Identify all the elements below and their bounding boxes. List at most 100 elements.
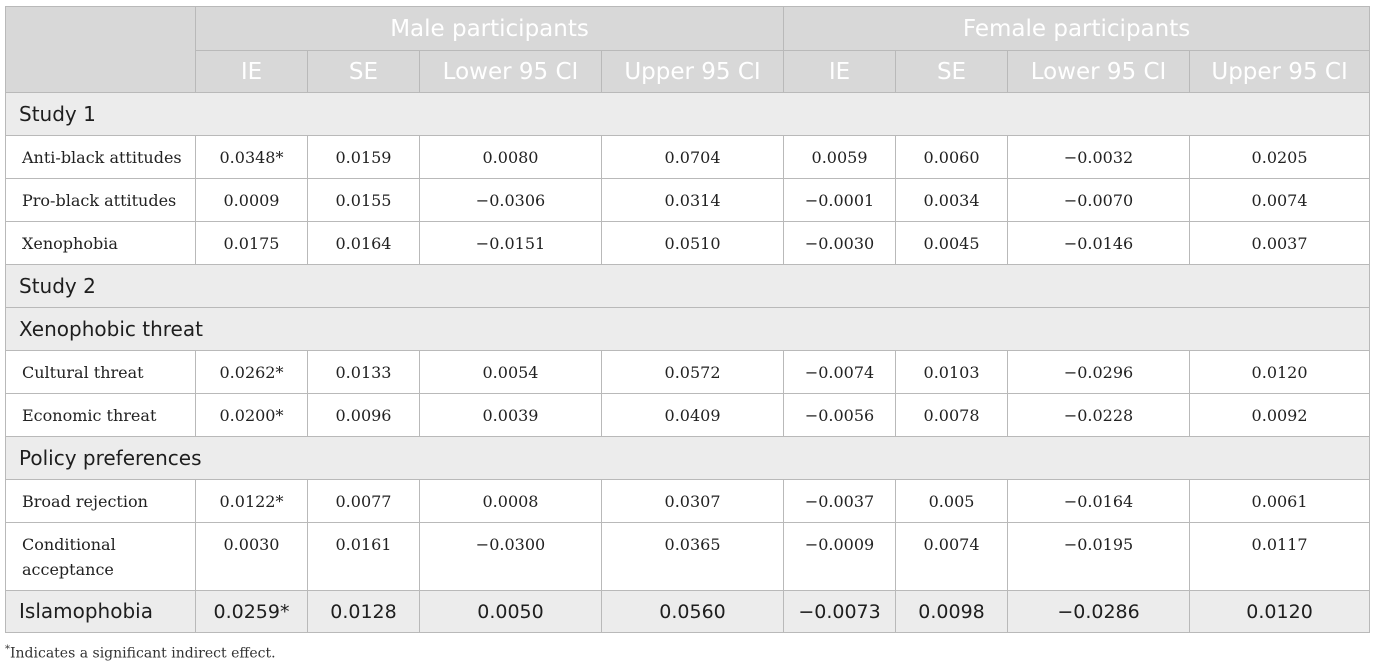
cell-male-ie: 0.0175 [195, 221, 308, 265]
section-study-1: Study 1 [4, 92, 1371, 136]
section-xenophobic-threat: Xenophobic threat [4, 307, 1371, 351]
cell-male-lower-ci: 0.0039 [419, 393, 602, 437]
cell-female-lower-ci: −0.0296 [1007, 350, 1191, 394]
cell-male-lower-ci: 0.0008 [419, 479, 602, 523]
cell-female-ie: −0.0056 [783, 393, 897, 437]
cell-female-ie: −0.0037 [783, 479, 897, 523]
cell-female-lower-ci: −0.0146 [1007, 221, 1191, 265]
cell-male-lower-ci: −0.0306 [419, 178, 602, 222]
cell-male-ie: 0.0009 [195, 178, 308, 222]
cell-male-upper-ci: 0.0572 [600, 350, 785, 394]
footnote-marker: * [5, 644, 10, 655]
col-header-male-ie: IE [195, 50, 308, 93]
cell-female-se: 0.005 [895, 479, 1009, 523]
cell-female-upper-ci: 0.0117 [1189, 522, 1371, 591]
cell-female-se: 0.0103 [895, 350, 1009, 394]
col-header-male-upper-ci: Upper 95 CI [600, 50, 785, 93]
cell-female-upper-ci: 0.0092 [1189, 393, 1371, 437]
cell-male-lower-ci: 0.0050 [419, 590, 602, 633]
results-table: Male participants Female participants IE… [4, 6, 1371, 633]
cell-female-lower-ci: −0.0228 [1007, 393, 1191, 437]
cell-female-upper-ci: 0.0061 [1189, 479, 1371, 523]
cell-female-upper-ci: 0.0037 [1189, 221, 1371, 265]
table-row: Broad rejection 0.0122* 0.0077 0.0008 0.… [5, 479, 1371, 523]
cell-female-upper-ci: 0.0120 [1189, 590, 1371, 633]
cell-female-lower-ci: −0.0164 [1007, 479, 1191, 523]
section-row: Study 2 [4, 264, 1371, 308]
cell-female-ie: −0.0030 [783, 221, 897, 265]
section-row: Policy preferences [4, 436, 1371, 480]
cell-female-upper-ci: 0.0205 [1189, 135, 1371, 179]
table-row: Islamophobia 0.0259* 0.0128 0.0050 0.056… [5, 590, 1371, 633]
table-row: Xenophobia 0.0175 0.0164 −0.0151 0.0510 … [5, 221, 1371, 265]
row-label: Economic threat [5, 393, 196, 437]
cell-female-se: 0.0078 [895, 393, 1009, 437]
cell-male-ie: 0.0262* [195, 350, 308, 394]
cell-female-lower-ci: −0.0032 [1007, 135, 1191, 179]
cell-female-lower-ci: −0.0070 [1007, 178, 1191, 222]
row-label: Conditional acceptance [5, 522, 196, 591]
table-row: Pro-black attitudes 0.0009 0.0155 −0.030… [5, 178, 1371, 222]
section-row: Study 1 [4, 92, 1371, 136]
cell-male-ie: 0.0122* [195, 479, 308, 523]
cell-male-upper-ci: 0.0314 [600, 178, 785, 222]
cell-male-lower-ci: −0.0300 [419, 522, 602, 591]
cell-male-se: 0.0161 [307, 522, 420, 591]
col-header-male-lower-ci: Lower 95 CI [419, 50, 602, 93]
cell-male-upper-ci: 0.0704 [600, 135, 785, 179]
cell-female-se: 0.0098 [895, 590, 1009, 633]
row-label: Xenophobia [5, 221, 196, 265]
section-row: Xenophobic threat [4, 307, 1371, 351]
table-row: Anti-black attitudes 0.0348* 0.0159 0.00… [5, 135, 1371, 179]
cell-male-upper-ci: 0.0307 [600, 479, 785, 523]
cell-male-se: 0.0155 [307, 178, 420, 222]
cell-male-se: 0.0164 [307, 221, 420, 265]
cell-female-ie: −0.0009 [783, 522, 897, 591]
cell-male-ie: 0.0259* [195, 590, 308, 633]
col-header-female-lower-ci: Lower 95 CI [1007, 50, 1191, 93]
group-header-row: Male participants Female participants [5, 6, 1371, 93]
cell-male-lower-ci: 0.0080 [419, 135, 602, 179]
cell-female-ie: −0.0073 [783, 590, 897, 633]
cell-female-lower-ci: −0.0286 [1007, 590, 1191, 633]
cell-male-se: 0.0077 [307, 479, 420, 523]
cell-male-upper-ci: 0.0365 [600, 522, 785, 591]
cell-male-upper-ci: 0.0560 [600, 590, 785, 633]
female-group-header: Female participants [783, 6, 1371, 51]
row-label: Broad rejection [5, 479, 196, 523]
male-group-header: Male participants [194, 6, 785, 51]
cell-male-se: 0.0128 [307, 590, 420, 633]
row-label: Anti-black attitudes [5, 135, 196, 179]
cell-male-ie: 0.0348* [195, 135, 308, 179]
col-header-female-se: SE [895, 50, 1009, 93]
footnote-text: Indicates a significant indirect effect. [10, 645, 276, 662]
cell-female-ie: −0.0001 [783, 178, 897, 222]
table-row: Cultural threat 0.0262* 0.0133 0.0054 0.… [5, 350, 1371, 394]
cell-male-lower-ci: −0.0151 [419, 221, 602, 265]
cell-female-se: 0.0034 [895, 178, 1009, 222]
section-policy-preferences: Policy preferences [4, 436, 1371, 480]
cell-female-se: 0.0074 [895, 522, 1009, 591]
col-header-female-upper-ci: Upper 95 CI [1189, 50, 1371, 93]
cell-female-ie: −0.0074 [783, 350, 897, 394]
cell-male-upper-ci: 0.0409 [600, 393, 785, 437]
cell-female-lower-ci: −0.0195 [1007, 522, 1191, 591]
section-study-2: Study 2 [4, 264, 1371, 308]
col-header-female-ie: IE [783, 50, 897, 93]
cell-female-upper-ci: 0.0120 [1189, 350, 1371, 394]
cell-male-se: 0.0159 [307, 135, 420, 179]
cell-male-se: 0.0133 [307, 350, 420, 394]
row-label: Pro-black attitudes [5, 178, 196, 222]
table-row: Economic threat 0.0200* 0.0096 0.0039 0.… [5, 393, 1371, 437]
cell-male-se: 0.0096 [307, 393, 420, 437]
cell-female-upper-ci: 0.0074 [1189, 178, 1371, 222]
cell-female-ie: 0.0059 [783, 135, 897, 179]
col-header-male-se: SE [307, 50, 420, 93]
cell-male-upper-ci: 0.0510 [600, 221, 785, 265]
cell-male-ie: 0.0030 [195, 522, 308, 591]
cell-female-se: 0.0045 [895, 221, 1009, 265]
corner-cell [5, 6, 196, 93]
footnote: *Indicates a significant indirect effect… [5, 644, 276, 662]
cell-male-lower-ci: 0.0054 [419, 350, 602, 394]
cell-female-se: 0.0060 [895, 135, 1009, 179]
